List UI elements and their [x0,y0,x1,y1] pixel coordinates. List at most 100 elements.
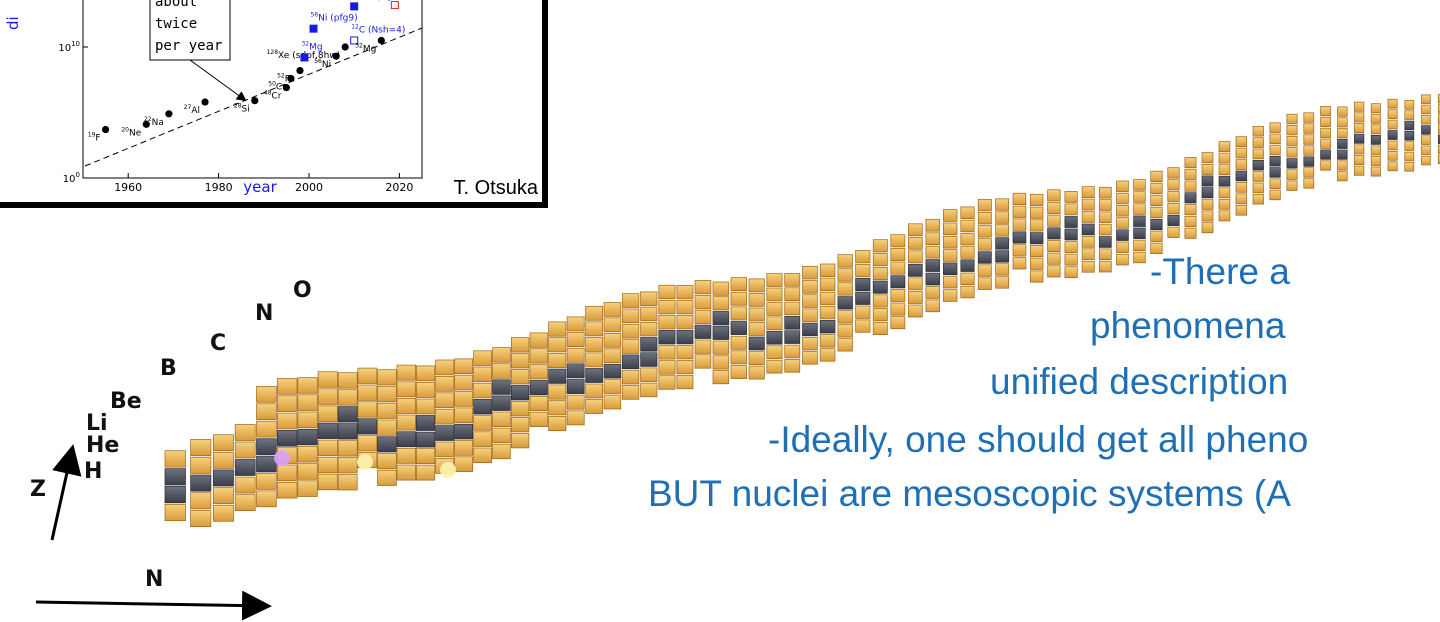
tile [873,281,887,293]
tile [820,306,835,319]
z-axis-label: Z [30,477,46,502]
point [301,54,308,61]
tile [996,238,1009,250]
tile [926,233,940,245]
tile [838,311,853,324]
tile [943,250,957,262]
tile [474,448,492,463]
tile [1253,172,1264,182]
tile [838,325,853,338]
tile [677,360,693,374]
tile [298,412,318,428]
tile [338,475,357,491]
tile [493,396,511,411]
tile [1371,114,1380,123]
tile [1219,165,1230,175]
tile [1422,146,1431,155]
tile [1151,219,1163,230]
tile [586,369,603,383]
tile [165,451,186,467]
tile [298,429,318,445]
element-label: Be [110,389,142,414]
tile [1405,152,1414,161]
slide-text-line: BUT nuclei are mesoscopic systems (A [648,473,1291,514]
tile [455,375,473,390]
tile [961,220,974,232]
tile [785,345,800,358]
tile [1082,224,1094,235]
tile [873,309,887,321]
tile [749,366,764,379]
tile [622,340,639,354]
tile [1321,106,1331,115]
point [342,43,349,50]
tile [191,457,211,473]
tile [695,281,711,294]
tile [1338,139,1348,148]
tile [165,486,186,502]
tile [1236,194,1247,204]
tile [908,264,922,276]
tile [943,290,957,302]
tile [511,386,529,401]
y-tick-power: 10 [71,40,80,48]
tile [1253,160,1264,170]
tile [1287,125,1297,135]
tile [820,278,835,291]
tile [803,309,818,322]
tile [257,404,277,420]
tile [1354,113,1364,122]
tile [1371,156,1380,165]
tile [277,396,297,412]
n-axis-label: N [145,567,163,592]
tile [1422,126,1431,135]
tile [622,324,639,338]
tile [213,488,233,504]
tile [1013,245,1026,256]
tile [1202,223,1213,233]
tile [1168,227,1179,237]
tile [493,428,511,443]
tile [1236,205,1247,215]
tile [397,448,416,463]
tile [996,199,1009,211]
tile [1354,155,1364,164]
tile [549,401,566,415]
tile [298,464,318,480]
tile [455,392,473,407]
tile [493,380,511,395]
tile [1321,161,1331,170]
tile [1304,146,1314,156]
tile [1117,230,1129,241]
tile [1030,207,1043,218]
tile [416,449,435,464]
tile [1048,215,1061,226]
tile [277,379,297,395]
point-name: Si [242,105,250,115]
tile [277,430,297,446]
tile [397,365,416,380]
tile [978,265,991,277]
tile [1219,199,1230,209]
tile [338,373,357,389]
tile [1422,156,1431,165]
tile [378,420,397,435]
point [296,67,303,74]
tile [378,403,397,418]
tile [1202,176,1213,186]
tile [996,212,1009,224]
tile [235,425,255,441]
tile [1405,131,1414,140]
tile [926,219,940,231]
tile [191,493,211,509]
tile [1253,194,1264,204]
tile [1287,181,1297,191]
tile [891,317,905,329]
tile [1354,145,1364,154]
tile [731,351,747,364]
tile [891,303,905,315]
tile [1134,240,1146,251]
tile [908,251,922,263]
point [201,98,208,105]
tile [785,302,800,315]
